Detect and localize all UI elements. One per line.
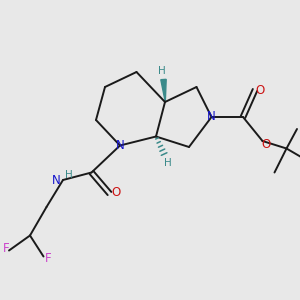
Text: F: F (45, 251, 51, 265)
Text: N: N (207, 110, 216, 124)
Text: H: H (158, 66, 166, 76)
Text: O: O (112, 185, 121, 199)
Text: F: F (3, 242, 9, 256)
Text: H: H (64, 169, 72, 180)
Text: O: O (256, 83, 265, 97)
Text: O: O (261, 137, 270, 151)
Text: H: H (164, 158, 172, 169)
Polygon shape (161, 79, 166, 102)
Text: N: N (116, 139, 124, 152)
Text: N: N (52, 173, 61, 187)
